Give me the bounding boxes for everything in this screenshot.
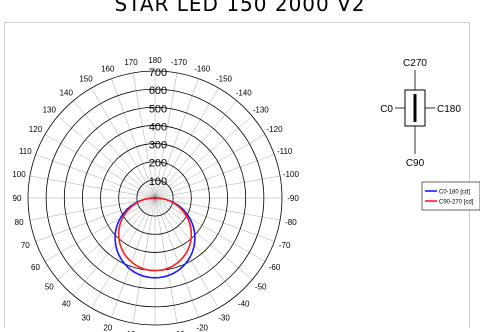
radial-ring — [63, 106, 247, 290]
angle-label: 80 — [15, 218, 24, 227]
angle-label: -90 — [287, 194, 299, 203]
radial-tick-label: 400 — [149, 121, 167, 133]
angle-spoke — [111, 197, 156, 318]
angle-label: 160 — [101, 64, 115, 73]
chart-title: STAR LED 150 2000 V2 — [114, 0, 366, 16]
angle-spoke — [73, 100, 156, 199]
angle-spoke — [154, 197, 275, 242]
chart-frame — [4, 22, 470, 328]
angle-spoke — [154, 175, 281, 199]
radial-tick-label: 300 — [149, 140, 167, 152]
angle-label: -30 — [218, 314, 230, 323]
radial-ring — [136, 179, 174, 217]
angle-label: 170 — [124, 58, 138, 67]
angle-spoke — [57, 197, 156, 280]
lamp-label: C270 — [403, 58, 427, 69]
lamp-label: C90 — [406, 158, 425, 169]
angle-label: 120 — [29, 125, 43, 134]
angle-label: -170 — [171, 58, 188, 67]
radial-tick-label: 200 — [149, 158, 167, 170]
angle-spoke — [132, 197, 156, 324]
angle-spoke — [91, 87, 156, 199]
angle-label: 130 — [43, 105, 57, 114]
legend-box — [421, 181, 480, 211]
angle-label: -70 — [279, 241, 291, 250]
legend-label: C90-270 [cd] — [439, 200, 474, 206]
radial-tick-label: 600 — [149, 85, 167, 97]
angle-label: -80 — [285, 218, 297, 227]
angle-label: 30 — [82, 314, 91, 323]
angle-label: 140 — [60, 88, 74, 97]
angle-spoke — [154, 87, 219, 199]
angle-label: 20 — [103, 324, 112, 332]
angle-spoke — [154, 197, 199, 318]
angle-label: 60 — [31, 263, 40, 272]
angle-label: 180 — [148, 56, 162, 65]
angle-spoke — [154, 197, 178, 324]
radial-tick-label: 100 — [149, 176, 167, 188]
angle-spoke — [154, 78, 199, 199]
angle-spoke — [57, 116, 156, 199]
lamp-label: C0 — [380, 104, 393, 115]
lamp-label: C180 — [437, 104, 461, 115]
angle-spoke — [44, 134, 156, 199]
angle-label: -50 — [255, 283, 267, 292]
angle-spoke — [154, 197, 266, 262]
angle-spoke — [111, 78, 156, 199]
angle-spoke — [73, 197, 156, 296]
angle-label: -20 — [196, 324, 208, 332]
angle-label: 70 — [21, 241, 30, 250]
angle-label: 110 — [19, 147, 32, 156]
angle-label: -160 — [194, 64, 211, 73]
radial-ring — [27, 70, 283, 326]
radial-ring — [100, 143, 210, 253]
angle-spoke — [154, 197, 281, 221]
angle-spoke — [154, 134, 266, 199]
angle-spoke — [154, 154, 275, 199]
angle-label: 150 — [79, 74, 93, 83]
angle-label: -140 — [236, 88, 253, 97]
legend-label: C0-180 [cd] — [439, 190, 470, 196]
radial-tick-label: 700 — [149, 67, 167, 79]
angle-spoke — [154, 72, 178, 199]
angle-spoke — [154, 197, 237, 296]
angle-label: -120 — [267, 125, 284, 134]
angle-spoke — [154, 197, 253, 280]
angle-label: -100 — [283, 170, 300, 179]
angle-label: 90 — [13, 194, 22, 203]
angle-spoke — [44, 197, 156, 262]
angle-label: -150 — [216, 74, 233, 83]
angle-label: -60 — [269, 263, 281, 272]
angle-spoke — [154, 116, 253, 199]
angle-spoke — [29, 175, 156, 199]
angle-label: -10 — [173, 330, 185, 332]
angle-label: -110 — [277, 147, 293, 156]
angle-spoke — [35, 154, 156, 199]
angle-spoke — [29, 197, 156, 221]
angle-spoke — [35, 197, 156, 242]
radial-ring — [45, 88, 265, 308]
angle-label: 100 — [12, 170, 26, 179]
radial-ring — [118, 161, 192, 235]
series-curve — [117, 197, 193, 272]
angle-label: 40 — [62, 300, 71, 309]
radial-tick-label: 500 — [149, 103, 167, 115]
angle-label: -130 — [253, 105, 270, 114]
angle-label: 50 — [45, 283, 54, 292]
angle-spoke — [132, 72, 156, 199]
angle-label: -40 — [238, 300, 250, 309]
angle-label: 10 — [127, 330, 136, 332]
angle-spoke — [154, 100, 237, 199]
